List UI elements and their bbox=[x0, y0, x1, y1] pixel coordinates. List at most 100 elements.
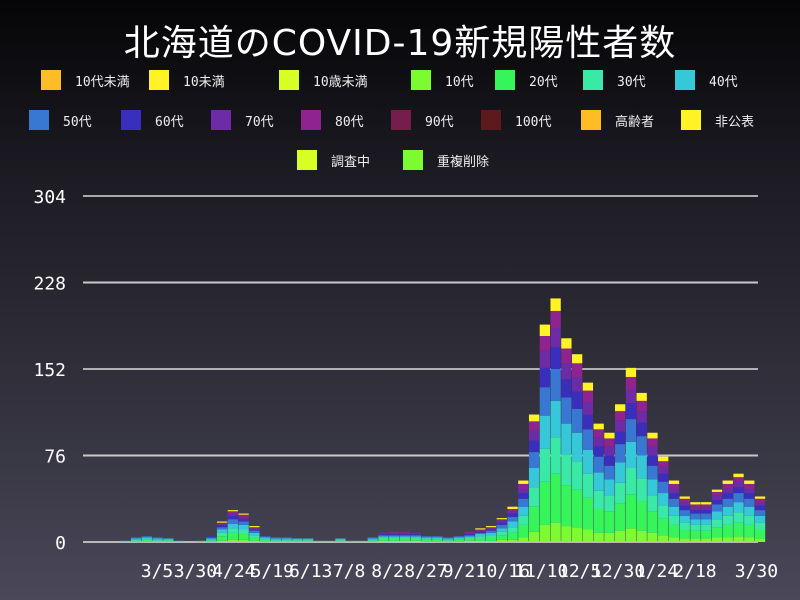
bar-segment bbox=[518, 488, 529, 494]
bar-segment bbox=[625, 441, 637, 469]
bar-segment bbox=[722, 537, 733, 542]
bar-segment bbox=[399, 534, 411, 536]
bar-segment bbox=[679, 515, 690, 523]
bar-segment bbox=[528, 487, 540, 507]
bar-segment bbox=[130, 538, 142, 540]
bar-segment bbox=[744, 493, 755, 499]
bar-segment bbox=[195, 540, 206, 542]
bar-segment bbox=[615, 404, 626, 412]
bar-segment bbox=[539, 387, 551, 416]
bar-segment bbox=[389, 532, 400, 535]
legend-swatch bbox=[149, 70, 169, 90]
legend-swatch bbox=[411, 70, 431, 90]
legend-label: 10代未満 bbox=[75, 74, 130, 90]
legend-label: 調査中 bbox=[331, 154, 371, 170]
bar-segment bbox=[647, 479, 658, 496]
bar-segment bbox=[399, 540, 411, 542]
bar-segment bbox=[528, 531, 540, 542]
bar-segment bbox=[421, 536, 432, 538]
bar-segment bbox=[496, 524, 507, 529]
bar-segment bbox=[475, 530, 486, 532]
y-tick-label: 304 bbox=[33, 187, 66, 208]
bar-segment bbox=[690, 510, 701, 514]
bar-segment bbox=[120, 540, 131, 542]
bar-segment bbox=[701, 510, 712, 514]
bar-segment bbox=[668, 537, 680, 542]
legend-row: 調査中 重複削除 bbox=[0, 150, 800, 170]
bar-segment bbox=[464, 540, 475, 542]
bar-segment bbox=[722, 493, 733, 499]
bar-segment bbox=[539, 367, 551, 388]
bar-segment bbox=[496, 518, 507, 520]
y-tick-label: 228 bbox=[33, 274, 66, 295]
bar-segment bbox=[550, 522, 561, 542]
bar-segment bbox=[270, 540, 282, 542]
bar-segment bbox=[604, 479, 615, 496]
bar-segment bbox=[270, 537, 282, 539]
bar-segment bbox=[593, 456, 604, 473]
bar-segment bbox=[507, 539, 518, 542]
bar-segment bbox=[615, 411, 626, 421]
bar-segment bbox=[701, 506, 712, 511]
bar-segment bbox=[539, 448, 551, 482]
bar-segment bbox=[518, 480, 529, 484]
bar-segment bbox=[141, 537, 152, 539]
bar-segment bbox=[518, 506, 529, 516]
bar-segment bbox=[227, 513, 239, 516]
legend-label: 90代 bbox=[425, 114, 454, 130]
bar-segment bbox=[604, 495, 615, 512]
bar-segment bbox=[690, 530, 701, 539]
bar-segment bbox=[453, 536, 464, 538]
bar-segment bbox=[679, 505, 690, 511]
bar-segment bbox=[464, 531, 475, 533]
y-tick-label: 0 bbox=[55, 533, 66, 554]
bar-segment bbox=[561, 485, 572, 527]
bar-segment bbox=[593, 532, 604, 542]
legend-swatch bbox=[495, 70, 515, 90]
bar-segment bbox=[410, 540, 421, 542]
bar-segment bbox=[410, 536, 421, 538]
bar-segment bbox=[378, 532, 389, 535]
bar-segment bbox=[571, 489, 583, 528]
bar-segment bbox=[711, 504, 723, 512]
bar-segment bbox=[518, 483, 529, 489]
bar-segment bbox=[442, 537, 454, 539]
bar-segment bbox=[733, 473, 744, 478]
bar-segment bbox=[571, 408, 583, 433]
bar-segment bbox=[625, 468, 637, 495]
bar-segment bbox=[561, 338, 572, 349]
bar-segment bbox=[679, 529, 690, 539]
bar-segment bbox=[582, 449, 594, 474]
bar-segment bbox=[561, 397, 572, 424]
bar-segment bbox=[378, 535, 389, 537]
bar-segment bbox=[335, 538, 346, 540]
bar-segment bbox=[615, 482, 626, 504]
bar-segment bbox=[668, 480, 680, 484]
bar-segment bbox=[507, 511, 518, 514]
bar-segment bbox=[571, 354, 583, 364]
bar-segment bbox=[561, 348, 572, 364]
bar-segment bbox=[711, 527, 723, 538]
y-tick-label: 152 bbox=[33, 360, 66, 381]
bar-segment bbox=[528, 506, 540, 532]
bar-segment bbox=[227, 532, 239, 540]
bar-segment bbox=[690, 504, 701, 507]
bar-segment bbox=[658, 456, 669, 462]
bar-segment bbox=[625, 494, 637, 529]
bar-segment bbox=[475, 534, 486, 537]
bar-segment bbox=[582, 497, 594, 530]
bar-segment bbox=[485, 528, 497, 530]
bar-segment bbox=[399, 531, 411, 533]
bar-segment bbox=[539, 524, 551, 542]
legend-swatch bbox=[211, 110, 231, 130]
bar-segment bbox=[485, 527, 497, 529]
bar-segment bbox=[485, 537, 497, 541]
legend-swatch bbox=[391, 110, 411, 130]
bar-segment bbox=[518, 515, 529, 525]
legend-label: 10代 bbox=[445, 74, 474, 90]
bar-segment bbox=[485, 532, 497, 536]
bar-segment bbox=[389, 540, 400, 542]
bar-segment bbox=[216, 536, 228, 541]
bar-segment bbox=[238, 539, 249, 542]
bar-segment bbox=[367, 537, 378, 539]
